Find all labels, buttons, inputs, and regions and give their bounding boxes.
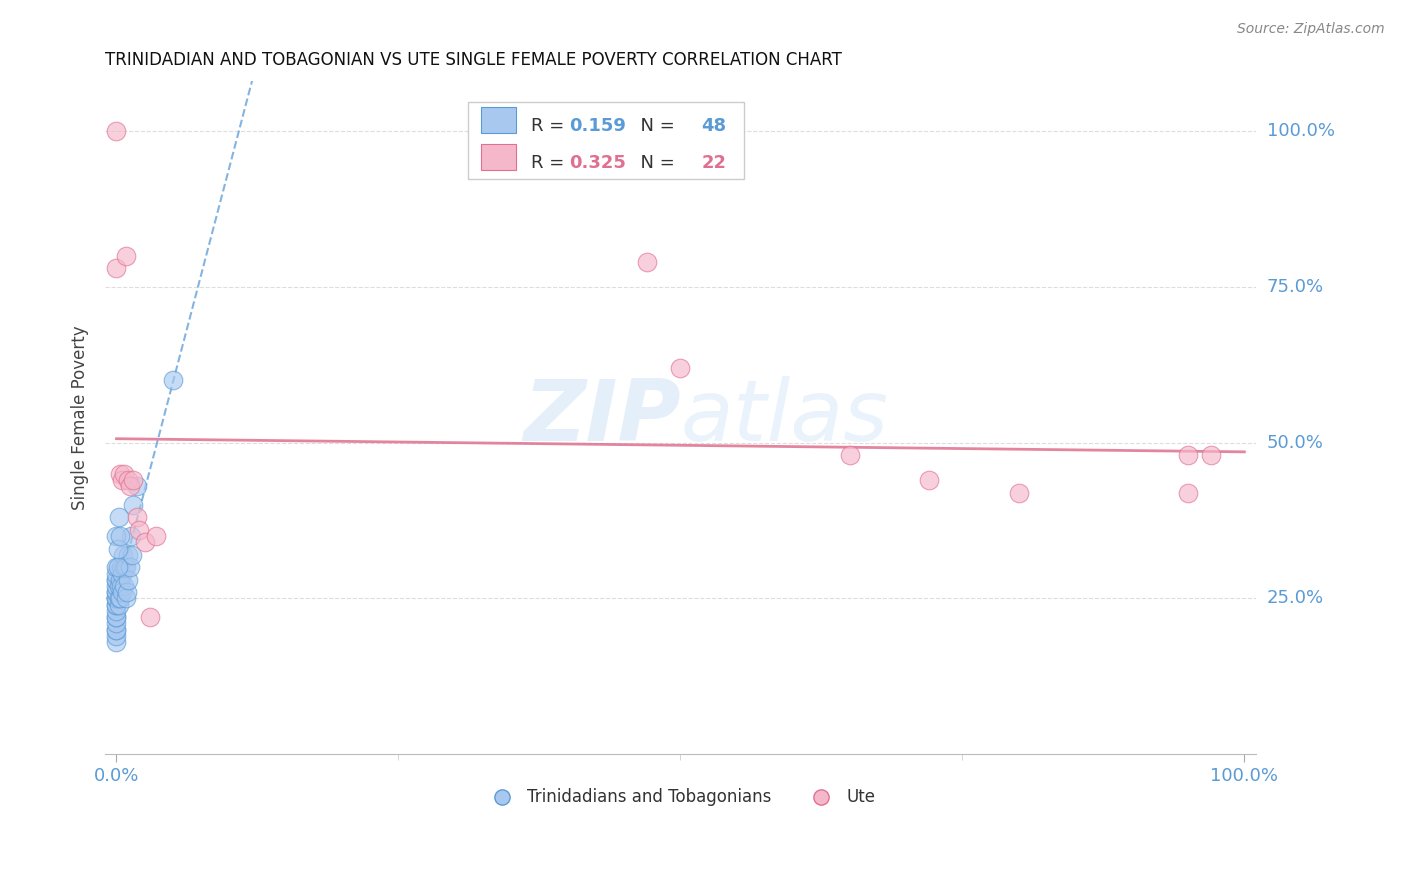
Point	[105, 591, 128, 606]
Point	[105, 623, 128, 637]
Text: N =: N =	[628, 117, 681, 136]
Text: 48: 48	[702, 117, 727, 136]
Text: 100.0%: 100.0%	[1267, 122, 1334, 140]
Point	[122, 473, 145, 487]
Point	[114, 591, 136, 606]
Point	[105, 585, 128, 599]
Text: Source: ZipAtlas.com: Source: ZipAtlas.com	[1237, 22, 1385, 37]
Point	[105, 635, 128, 649]
Text: 0.325: 0.325	[569, 154, 626, 172]
Point	[110, 579, 132, 593]
Point	[117, 473, 139, 487]
Point	[105, 560, 128, 574]
Text: 22: 22	[702, 154, 725, 172]
Point	[108, 573, 131, 587]
Point	[107, 579, 129, 593]
Text: atlas: atlas	[681, 376, 889, 459]
Point	[107, 541, 129, 556]
Point	[105, 591, 128, 606]
Point	[125, 510, 148, 524]
Point	[107, 591, 129, 606]
Point	[105, 585, 128, 599]
Point	[107, 510, 129, 524]
Point	[105, 261, 128, 276]
Point	[117, 573, 139, 587]
Point	[105, 579, 128, 593]
Point	[145, 529, 167, 543]
Point	[105, 591, 128, 606]
Point	[105, 610, 128, 624]
Point	[917, 473, 939, 487]
Text: R =: R =	[531, 154, 569, 172]
Point	[118, 560, 141, 574]
Point	[105, 623, 128, 637]
Point	[1199, 448, 1222, 462]
Point	[117, 548, 139, 562]
Point	[105, 124, 128, 138]
Point	[128, 523, 150, 537]
Point	[108, 591, 131, 606]
Point	[669, 360, 692, 375]
Point	[110, 560, 132, 574]
Point	[107, 560, 129, 574]
Point	[636, 255, 658, 269]
Point	[121, 548, 143, 562]
Point	[105, 610, 128, 624]
Point	[120, 529, 142, 543]
Point	[108, 529, 131, 543]
Point	[1008, 485, 1031, 500]
Point	[139, 610, 162, 624]
Text: 50.0%: 50.0%	[1267, 434, 1323, 451]
Point	[114, 249, 136, 263]
Y-axis label: Single Female Poverty: Single Female Poverty	[72, 326, 89, 510]
Point	[1177, 448, 1199, 462]
Text: TRINIDADIAN AND TOBAGONIAN VS UTE SINGLE FEMALE POVERTY CORRELATION CHART: TRINIDADIAN AND TOBAGONIAN VS UTE SINGLE…	[105, 51, 842, 69]
Point	[107, 598, 129, 612]
Point	[115, 585, 138, 599]
Point	[105, 629, 128, 643]
Text: 25.0%: 25.0%	[1267, 590, 1324, 607]
Text: 75.0%: 75.0%	[1267, 278, 1324, 296]
Point	[112, 560, 135, 574]
FancyBboxPatch shape	[468, 102, 744, 179]
Text: 0.159: 0.159	[569, 117, 626, 136]
Point	[105, 573, 128, 587]
Point	[111, 566, 134, 581]
Point	[122, 498, 145, 512]
Point	[118, 479, 141, 493]
Point	[105, 604, 128, 618]
Point	[105, 566, 128, 581]
Point	[105, 529, 128, 543]
Point	[105, 616, 128, 631]
Point	[114, 560, 136, 574]
Text: R =: R =	[531, 117, 569, 136]
Point	[125, 479, 148, 493]
Point	[112, 548, 135, 562]
Text: ZIP: ZIP	[523, 376, 681, 459]
Point	[1177, 485, 1199, 500]
Point	[162, 373, 184, 387]
Point	[105, 598, 128, 612]
Point	[838, 448, 860, 462]
Point	[111, 473, 134, 487]
Legend: Trinidadians and Tobagonians, Ute: Trinidadians and Tobagonians, Ute	[479, 781, 882, 814]
FancyBboxPatch shape	[481, 144, 516, 170]
FancyBboxPatch shape	[481, 107, 516, 133]
Point	[105, 598, 128, 612]
Point	[134, 535, 156, 549]
Text: N =: N =	[628, 154, 681, 172]
Point	[108, 467, 131, 481]
Point	[111, 585, 134, 599]
Point	[112, 467, 135, 481]
Point	[105, 573, 128, 587]
Point	[112, 579, 135, 593]
